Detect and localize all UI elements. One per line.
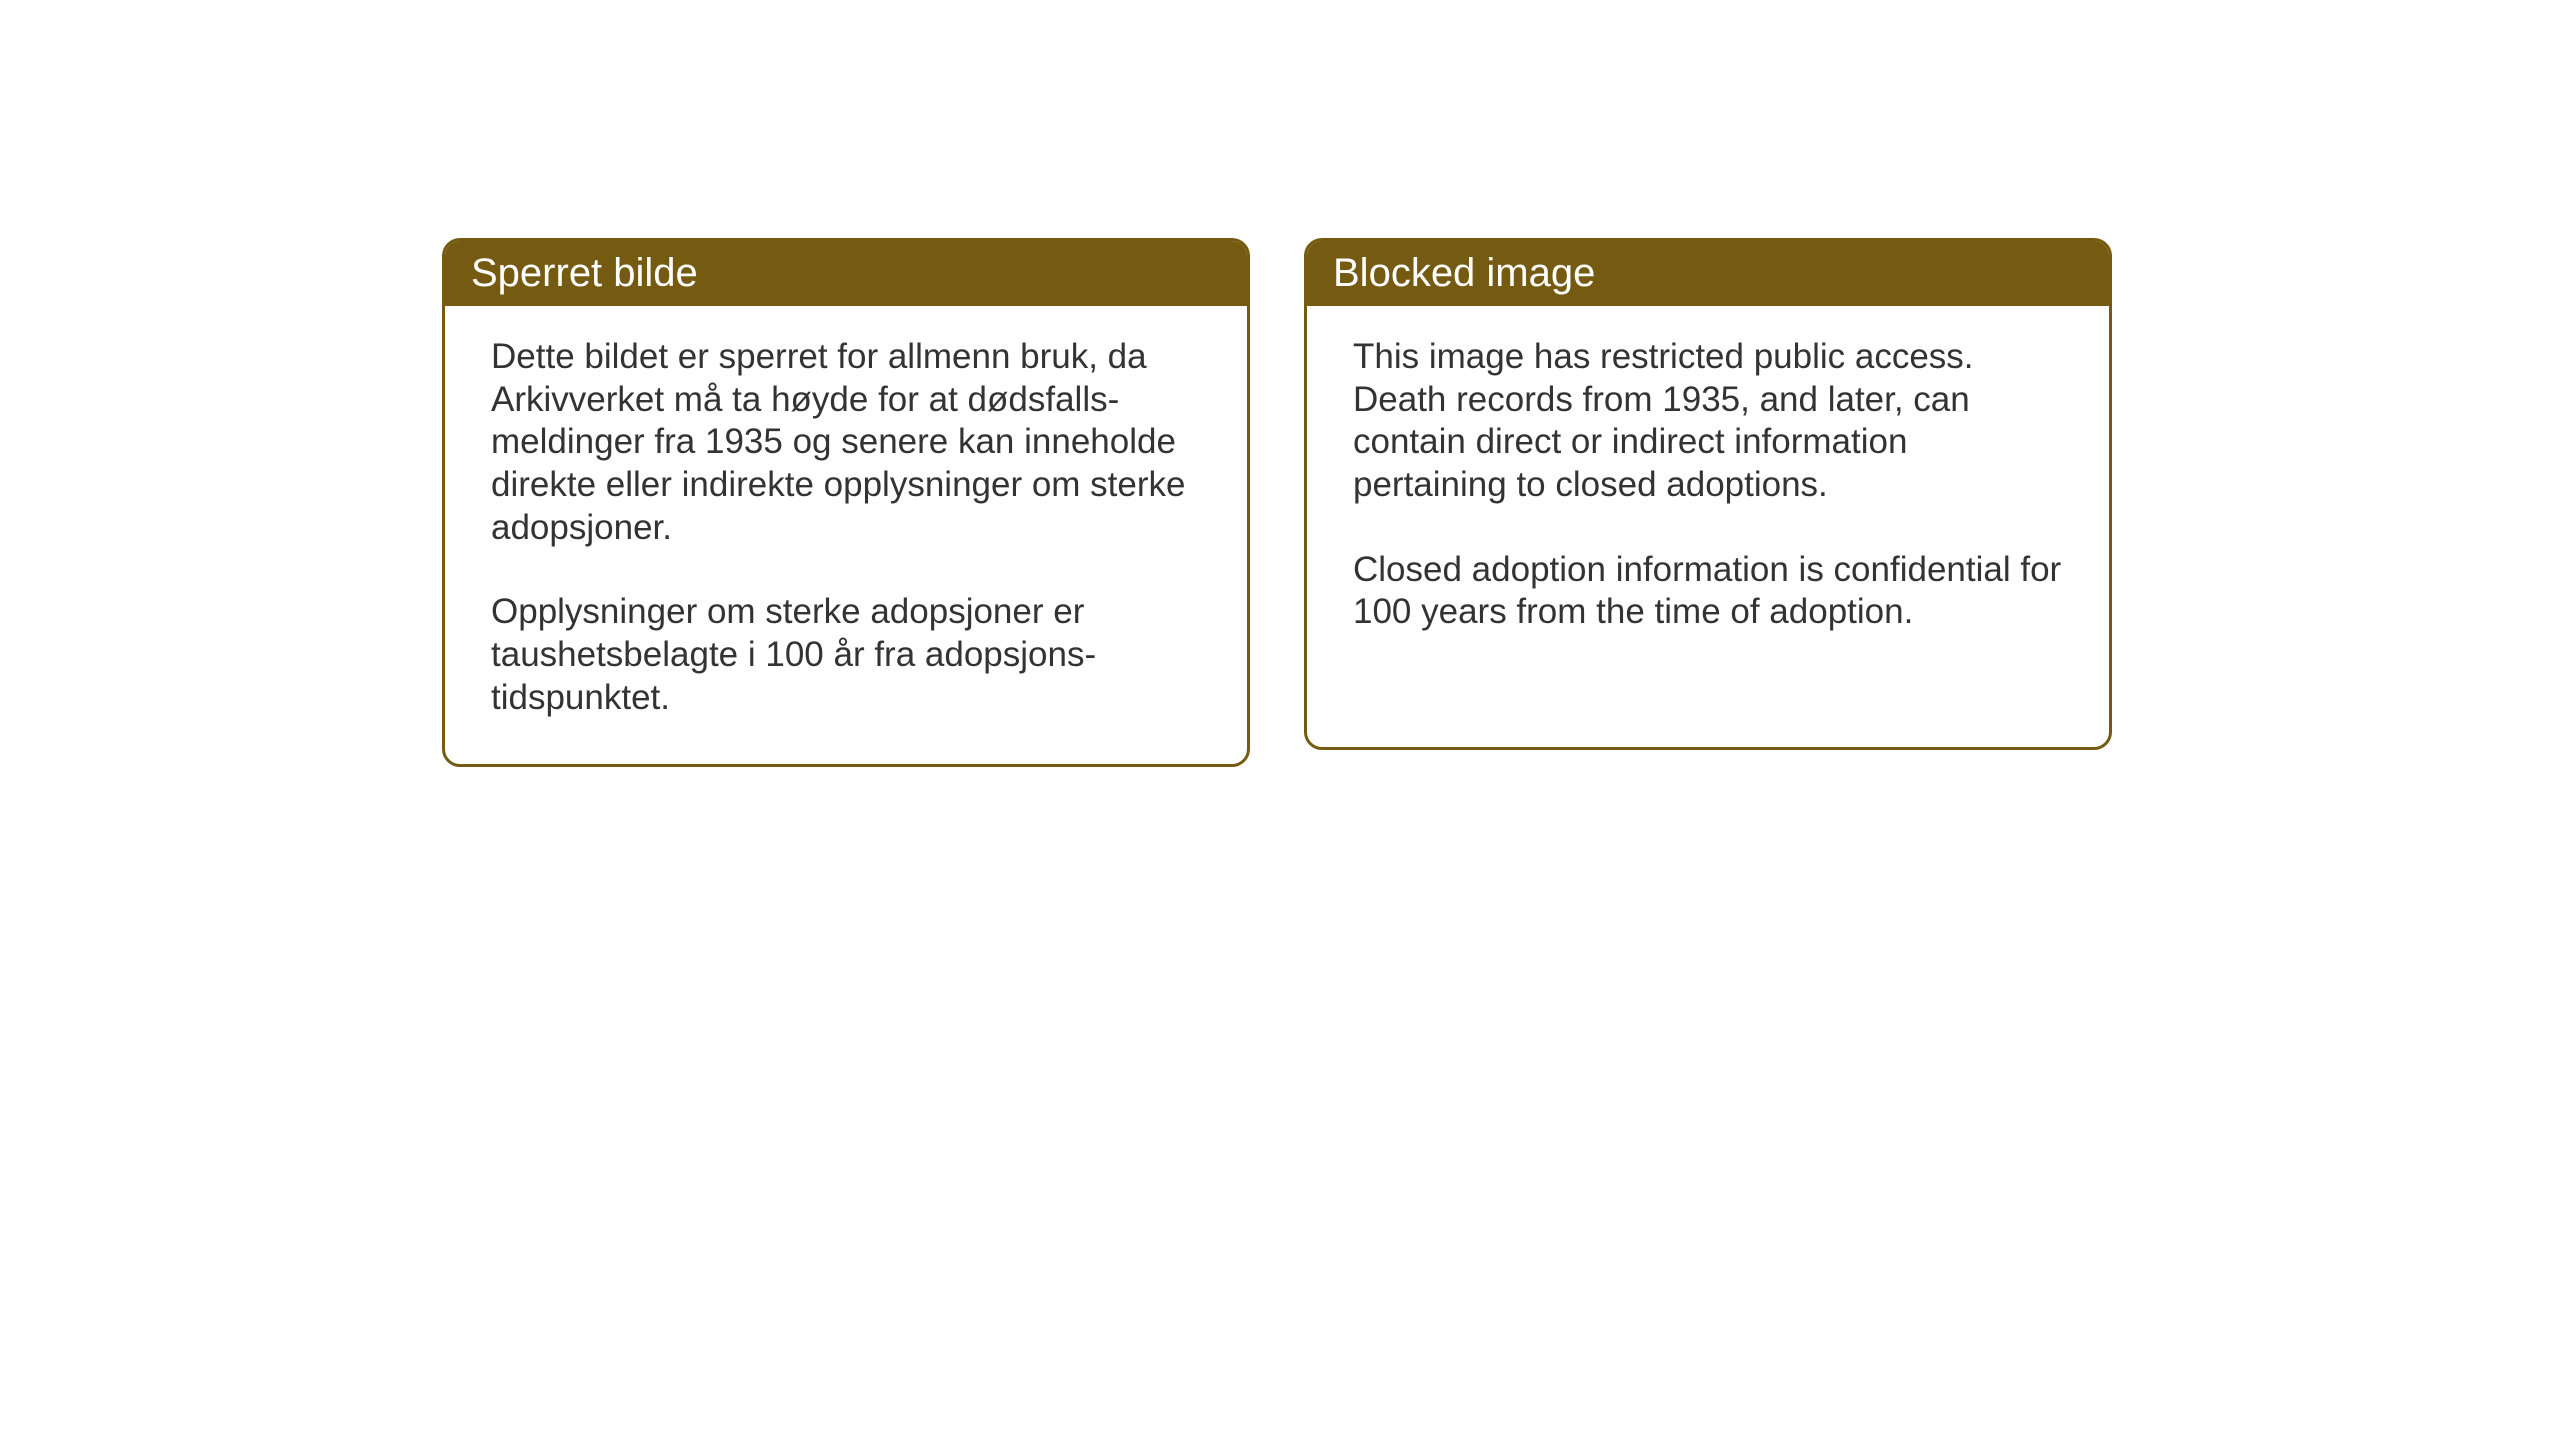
card-header-norwegian: Sperret bilde [445,241,1247,306]
paragraph-1-english: This image has restricted public access.… [1353,336,2063,507]
paragraph-1-norwegian: Dette bildet er sperret for allmenn bruk… [491,336,1201,549]
card-header-english: Blocked image [1307,241,2109,306]
blocked-image-card-english: Blocked image This image has restricted … [1304,238,2112,750]
paragraph-2-english: Closed adoption information is confident… [1353,549,2063,634]
card-body-english: This image has restricted public access.… [1307,306,2109,678]
blocked-image-card-norwegian: Sperret bilde Dette bildet er sperret fo… [442,238,1250,767]
card-body-norwegian: Dette bildet er sperret for allmenn bruk… [445,306,1247,764]
card-container: Sperret bilde Dette bildet er sperret fo… [442,238,2112,767]
paragraph-2-norwegian: Opplysninger om sterke adopsjoner er tau… [491,591,1201,719]
